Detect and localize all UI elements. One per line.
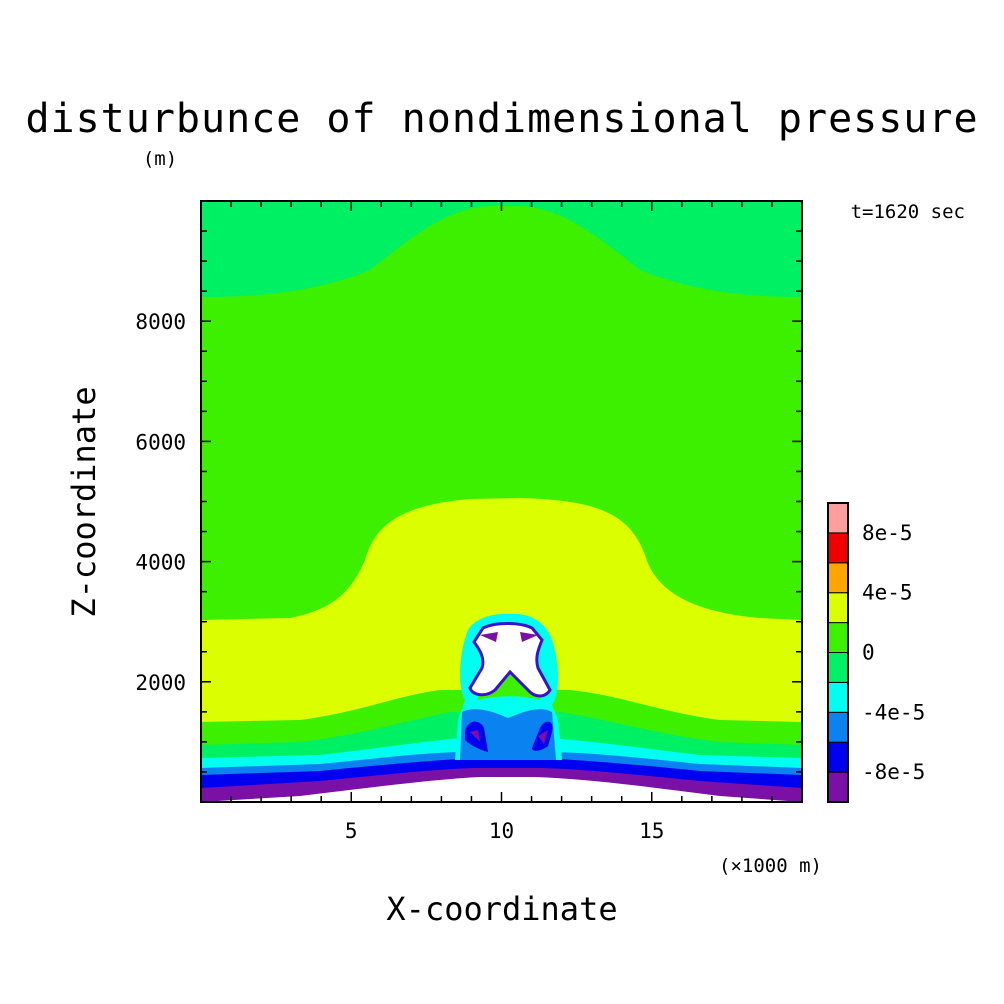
x-tick-label: 10: [489, 819, 514, 843]
x-tick-label: 15: [639, 819, 664, 843]
colorbar-tick-label: -4e-5: [862, 700, 925, 724]
colorbar-swatch: [827, 741, 849, 773]
y-tick-label: 6000: [135, 430, 186, 454]
y-tick-label: 2000: [135, 671, 186, 695]
colorbar-tick-label: -8e-5: [862, 760, 925, 784]
colorbar-swatch: [827, 502, 849, 534]
colorbar-swatch: [827, 562, 849, 594]
chart-title: disturbunce of nondimensional pressure: [25, 96, 978, 142]
region-vortex-right-core: [538, 730, 548, 744]
colorbar-swatch: [827, 681, 849, 713]
y-unit-label: (m): [143, 148, 177, 170]
x-tick-label: 5: [345, 819, 358, 843]
region-white-anomaly: [468, 622, 552, 698]
colorbar: 8e-5 4e-5 0 -4e-5 -8e-5: [827, 502, 925, 803]
colorbar-swatch: [827, 652, 849, 683]
colorbar-swatch: [827, 622, 849, 653]
axis-tick-labels: 5 10 15 2000 4000 6000 8000: [135, 310, 664, 843]
y-tick-label: 8000: [135, 310, 186, 334]
colorbar-tick-label: 8e-5: [862, 521, 913, 545]
x-axis-title: X-coordinate: [386, 890, 617, 928]
colorbar-frame: [827, 502, 849, 803]
x-unit-label: (×1000 m): [719, 855, 822, 877]
y-axis-title: Z-coordinate: [65, 386, 103, 617]
axis-ticks: [201, 201, 802, 802]
region-vortex-left-core: [470, 730, 480, 742]
time-label: t=1620 sec: [851, 201, 965, 223]
colorbar-tick-label: 0: [862, 641, 875, 665]
colorbar-tick-label: 4e-5: [862, 581, 913, 605]
region-anomaly-purple-right: [520, 632, 538, 642]
colorbar-swatch: [827, 771, 849, 803]
region-anomaly-purple-left: [480, 632, 498, 642]
colorbar-swatch: [827, 592, 849, 624]
colorbar-swatch: [827, 711, 849, 743]
colorbar-swatch: [827, 532, 849, 564]
region-top-band: [201, 201, 802, 297]
contour-field: [201, 201, 802, 802]
y-tick-label: 4000: [135, 551, 186, 575]
